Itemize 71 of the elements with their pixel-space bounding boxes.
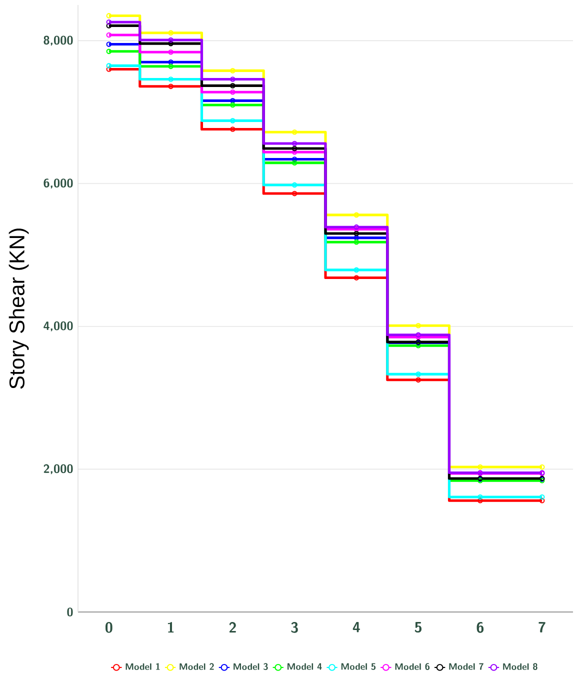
point (539, 464, 545, 470)
x-tick-label: 4 (352, 622, 360, 632)
point (230, 118, 236, 124)
point (106, 48, 112, 54)
point (416, 322, 421, 328)
point (106, 42, 112, 47)
point (539, 498, 545, 504)
point (292, 190, 298, 196)
x-tick-label: 0 (106, 622, 112, 633)
point (230, 126, 236, 132)
point (230, 98, 236, 104)
legend-label: Model 4 (288, 663, 322, 670)
y-tick-label: 0 (67, 608, 73, 616)
point (230, 102, 236, 108)
legend-label: Model 7 (449, 663, 484, 670)
point (292, 156, 298, 162)
y-tick-label: 6,000 (44, 178, 73, 188)
point (168, 49, 174, 55)
point (354, 224, 360, 230)
point (478, 494, 483, 500)
legend-label: Model 8 (503, 663, 538, 670)
legend-label: Model 6 (395, 663, 430, 670)
point (354, 239, 360, 245)
point (230, 76, 236, 82)
y-tick-label: 8,000 (44, 36, 73, 46)
point (230, 83, 236, 88)
legend-label: Model 2 (180, 663, 214, 670)
point (168, 64, 174, 70)
point (106, 13, 112, 18)
point (292, 160, 298, 166)
point (478, 498, 483, 504)
x-tick-label: 5 (414, 622, 422, 633)
x-tick-label: 1 (168, 622, 174, 633)
point (106, 23, 112, 28)
point (106, 66, 112, 72)
point (106, 19, 112, 25)
legend-label: Model 1 (126, 663, 160, 670)
point (416, 377, 421, 383)
point (168, 76, 174, 82)
point (292, 146, 298, 152)
point (168, 37, 174, 43)
point (354, 230, 360, 236)
point (416, 342, 421, 348)
point (354, 226, 360, 232)
point (230, 68, 236, 74)
point (106, 32, 112, 38)
x-tick-label: 3 (291, 622, 298, 633)
point (106, 63, 112, 68)
point (168, 40, 174, 46)
point (416, 372, 421, 377)
legend-label: Model 5 (341, 663, 376, 670)
point (168, 59, 174, 65)
point (354, 212, 360, 218)
y-axis-title: Story Shear (KN) (8, 228, 29, 389)
point (168, 84, 174, 90)
legend-label: Model 3 (234, 663, 268, 670)
y-tick-label: 2,000 (44, 464, 73, 474)
point (292, 140, 298, 146)
point (292, 129, 298, 135)
point (292, 182, 298, 188)
y-tick-label: 4,000 (44, 321, 73, 332)
point (354, 275, 360, 280)
x-tick-label: 7 (538, 622, 546, 632)
point (168, 30, 174, 36)
x-tick-label: 6 (476, 622, 484, 633)
point (354, 267, 360, 273)
point (478, 464, 483, 470)
point (230, 89, 236, 95)
x-tick-label: 2 (229, 622, 236, 633)
point (292, 149, 298, 155)
point (539, 494, 545, 500)
